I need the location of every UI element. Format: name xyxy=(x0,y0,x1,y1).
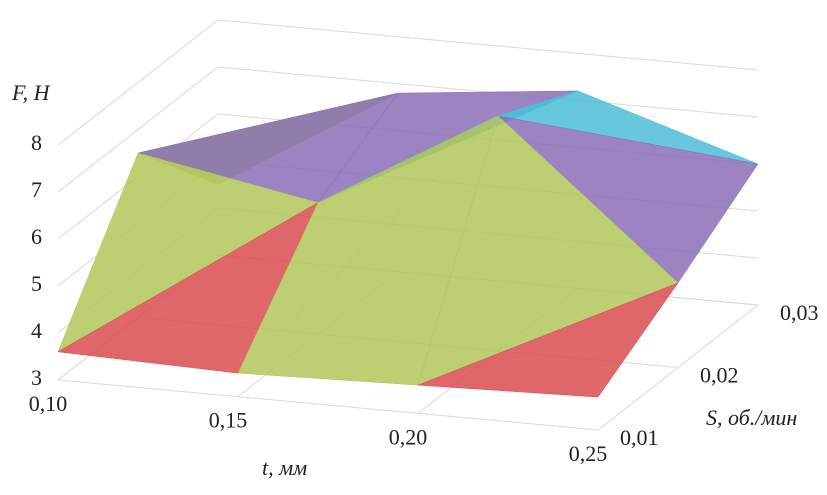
z-tick-label: 4 xyxy=(31,318,42,343)
z-tick-label: 7 xyxy=(31,177,42,202)
y-axis-label: S, об./мин xyxy=(706,405,797,430)
z-axis-label: F, Н xyxy=(11,80,51,105)
grid-line xyxy=(217,19,759,71)
x-axis-label: t, мм xyxy=(262,455,307,480)
z-tick-label: 8 xyxy=(31,130,42,155)
grid-line xyxy=(57,19,219,146)
grid-line xyxy=(57,66,219,193)
x-tick-label: 0,20 xyxy=(389,424,428,449)
z-tick-label: 3 xyxy=(31,365,42,390)
x-tick-label: 0,15 xyxy=(209,408,248,433)
z-tick-label: 6 xyxy=(31,224,42,249)
surface-facet xyxy=(417,282,679,398)
grid-line xyxy=(57,379,599,431)
y-tick-label: 0,03 xyxy=(780,300,819,325)
z-tick-label: 5 xyxy=(31,271,42,296)
y-tick-label: 0,02 xyxy=(700,363,739,388)
x-tick-label: 0,25 xyxy=(569,441,608,466)
x-tick-label: 0,10 xyxy=(29,391,68,416)
y-tick-label: 0,01 xyxy=(620,425,659,450)
